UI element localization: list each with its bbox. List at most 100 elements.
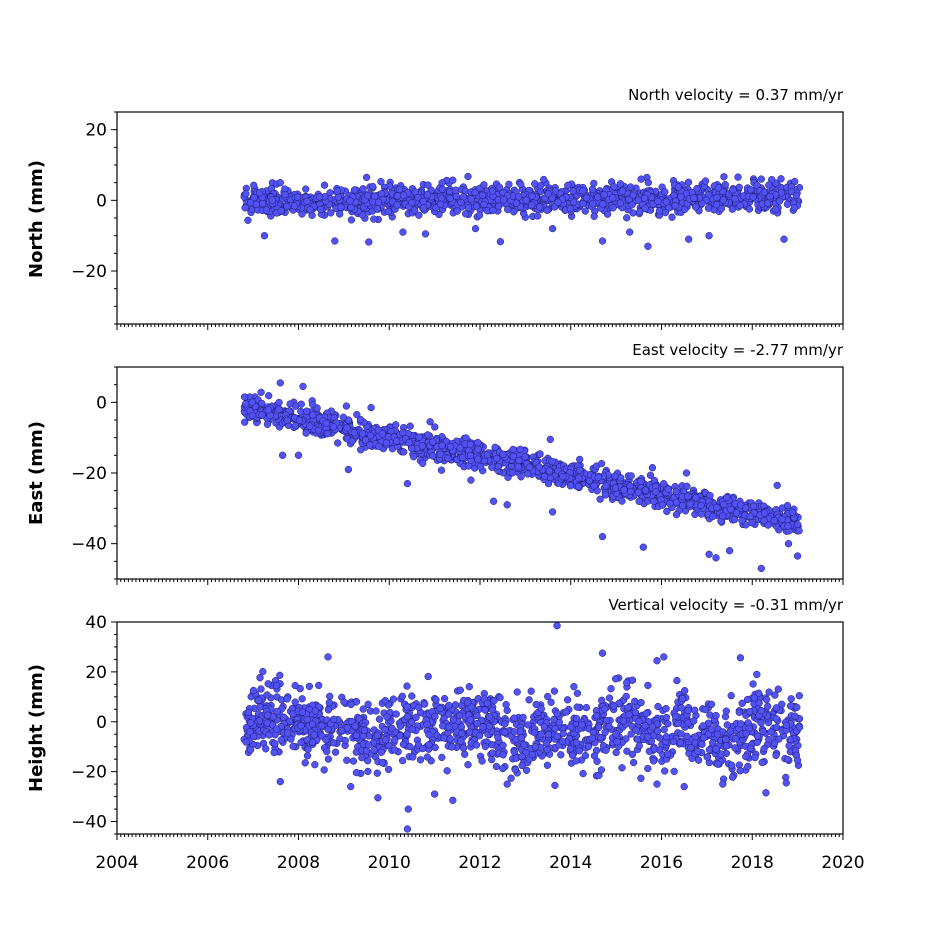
data-point xyxy=(650,497,658,506)
data-point xyxy=(264,406,272,414)
data-point xyxy=(595,723,603,731)
data-point xyxy=(559,472,567,481)
data-point xyxy=(257,388,265,396)
data-point xyxy=(793,756,802,765)
data-point xyxy=(644,681,652,690)
data-point xyxy=(362,173,371,182)
data-point xyxy=(316,205,325,214)
height-axis-label: Height (mm) xyxy=(26,664,47,792)
data-point xyxy=(521,453,529,461)
data-point xyxy=(262,745,270,753)
data-point xyxy=(475,732,484,740)
data-point xyxy=(298,695,306,703)
data-point xyxy=(738,517,746,525)
data-point xyxy=(347,203,355,212)
data-point xyxy=(701,705,709,714)
data-point xyxy=(398,692,406,700)
data-point xyxy=(524,721,532,729)
data-point xyxy=(664,720,672,728)
data-point xyxy=(738,699,746,707)
data-point xyxy=(545,467,554,475)
data-point xyxy=(520,741,528,749)
data-point xyxy=(692,494,700,502)
data-point xyxy=(446,443,455,451)
data-point xyxy=(544,479,553,488)
east-ytick-label: −40 xyxy=(71,535,107,555)
data-point xyxy=(717,204,726,213)
data-point xyxy=(611,484,620,492)
data-point xyxy=(496,693,504,702)
data-point xyxy=(658,501,667,509)
data-point xyxy=(311,707,319,715)
data-point xyxy=(713,503,721,512)
data-point xyxy=(640,194,649,202)
data-point xyxy=(694,756,703,764)
data-point xyxy=(694,747,702,756)
data-point xyxy=(722,707,730,715)
data-point xyxy=(343,424,351,432)
north-ytick-label: 20 xyxy=(85,121,107,141)
data-point xyxy=(488,187,497,195)
data-point xyxy=(660,725,668,734)
data-point xyxy=(791,177,799,186)
data-point xyxy=(605,694,614,702)
data-point xyxy=(736,654,745,662)
data-point xyxy=(670,767,678,776)
data-point xyxy=(287,735,295,743)
data-point xyxy=(488,755,496,764)
data-point xyxy=(639,543,647,551)
data-point xyxy=(742,729,750,738)
data-point xyxy=(241,204,249,212)
data-point xyxy=(569,187,577,195)
data-point xyxy=(327,209,335,217)
data-point xyxy=(746,708,754,716)
data-point xyxy=(276,671,284,679)
data-point xyxy=(575,474,583,482)
data-point xyxy=(388,724,396,732)
data-point xyxy=(309,400,317,409)
data-point xyxy=(719,780,727,788)
data-point xyxy=(430,790,439,798)
data-point xyxy=(628,676,637,684)
data-point xyxy=(440,734,448,742)
data-point xyxy=(785,742,793,750)
data-point xyxy=(399,228,407,236)
height-ytick-label: 40 xyxy=(85,613,107,633)
data-point xyxy=(661,208,670,217)
data-point xyxy=(466,440,475,449)
data-point xyxy=(782,721,791,729)
data-point xyxy=(683,482,691,490)
data-point xyxy=(478,191,487,199)
data-point xyxy=(503,780,511,788)
data-point xyxy=(543,206,551,214)
height-xtick-label: 2014 xyxy=(549,853,592,873)
data-point xyxy=(271,740,279,748)
data-point xyxy=(425,740,433,749)
data-point xyxy=(691,706,699,714)
data-point xyxy=(373,731,381,739)
data-point xyxy=(415,433,423,441)
data-point xyxy=(579,199,587,208)
data-point xyxy=(444,454,452,463)
data-point xyxy=(664,485,672,493)
data-point xyxy=(424,181,432,189)
data-point xyxy=(697,501,705,510)
data-point xyxy=(750,694,759,702)
data-point xyxy=(517,473,525,481)
data-point xyxy=(746,512,754,520)
data-point xyxy=(641,204,649,212)
data-point xyxy=(438,441,446,450)
data-point xyxy=(519,713,527,722)
data-point xyxy=(705,232,713,240)
data-point xyxy=(381,726,389,734)
data-point xyxy=(602,746,610,754)
data-point xyxy=(378,430,386,438)
data-point xyxy=(770,516,779,525)
data-point xyxy=(259,199,267,208)
data-point xyxy=(727,692,735,700)
data-point xyxy=(601,705,609,713)
data-point xyxy=(346,197,354,205)
data-point xyxy=(265,392,273,400)
data-point xyxy=(735,183,743,191)
